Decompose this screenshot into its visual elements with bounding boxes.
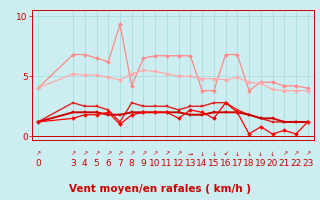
Text: ↗: ↗	[282, 152, 287, 156]
Text: ↗: ↗	[141, 152, 146, 156]
Text: 23: 23	[302, 160, 313, 168]
Text: 3: 3	[70, 160, 76, 168]
Text: ↗: ↗	[153, 152, 158, 156]
Text: ↗: ↗	[106, 152, 111, 156]
Text: 17: 17	[232, 160, 243, 168]
Text: ↗: ↗	[117, 152, 123, 156]
Text: →: →	[188, 152, 193, 156]
Text: 13: 13	[185, 160, 196, 168]
Text: 0: 0	[35, 160, 41, 168]
Text: ↓: ↓	[199, 152, 205, 156]
Text: 12: 12	[173, 160, 184, 168]
Text: 22: 22	[290, 160, 302, 168]
Text: ↙: ↙	[223, 152, 228, 156]
Text: 11: 11	[161, 160, 173, 168]
Text: ↗: ↗	[94, 152, 99, 156]
Text: ↗: ↗	[129, 152, 134, 156]
Text: 19: 19	[255, 160, 267, 168]
Text: ↗: ↗	[164, 152, 170, 156]
Text: 18: 18	[243, 160, 255, 168]
Text: ↓: ↓	[211, 152, 217, 156]
Text: 10: 10	[149, 160, 161, 168]
Text: 20: 20	[267, 160, 278, 168]
Text: 14: 14	[196, 160, 208, 168]
Text: 4: 4	[82, 160, 88, 168]
Text: ↗: ↗	[35, 152, 41, 156]
Text: 6: 6	[105, 160, 111, 168]
Text: 21: 21	[279, 160, 290, 168]
Text: 15: 15	[208, 160, 220, 168]
Text: ↓: ↓	[258, 152, 263, 156]
Text: ↗: ↗	[293, 152, 299, 156]
Text: 5: 5	[94, 160, 100, 168]
Text: ↗: ↗	[176, 152, 181, 156]
Text: ↓: ↓	[270, 152, 275, 156]
Text: 16: 16	[220, 160, 231, 168]
Text: Vent moyen/en rafales ( km/h ): Vent moyen/en rafales ( km/h )	[69, 184, 251, 194]
Text: ↓: ↓	[235, 152, 240, 156]
Text: ↓: ↓	[246, 152, 252, 156]
Text: 7: 7	[117, 160, 123, 168]
Text: 9: 9	[140, 160, 146, 168]
Text: 8: 8	[129, 160, 135, 168]
Text: ↗: ↗	[70, 152, 76, 156]
Text: ↗: ↗	[305, 152, 310, 156]
Text: ↗: ↗	[82, 152, 87, 156]
